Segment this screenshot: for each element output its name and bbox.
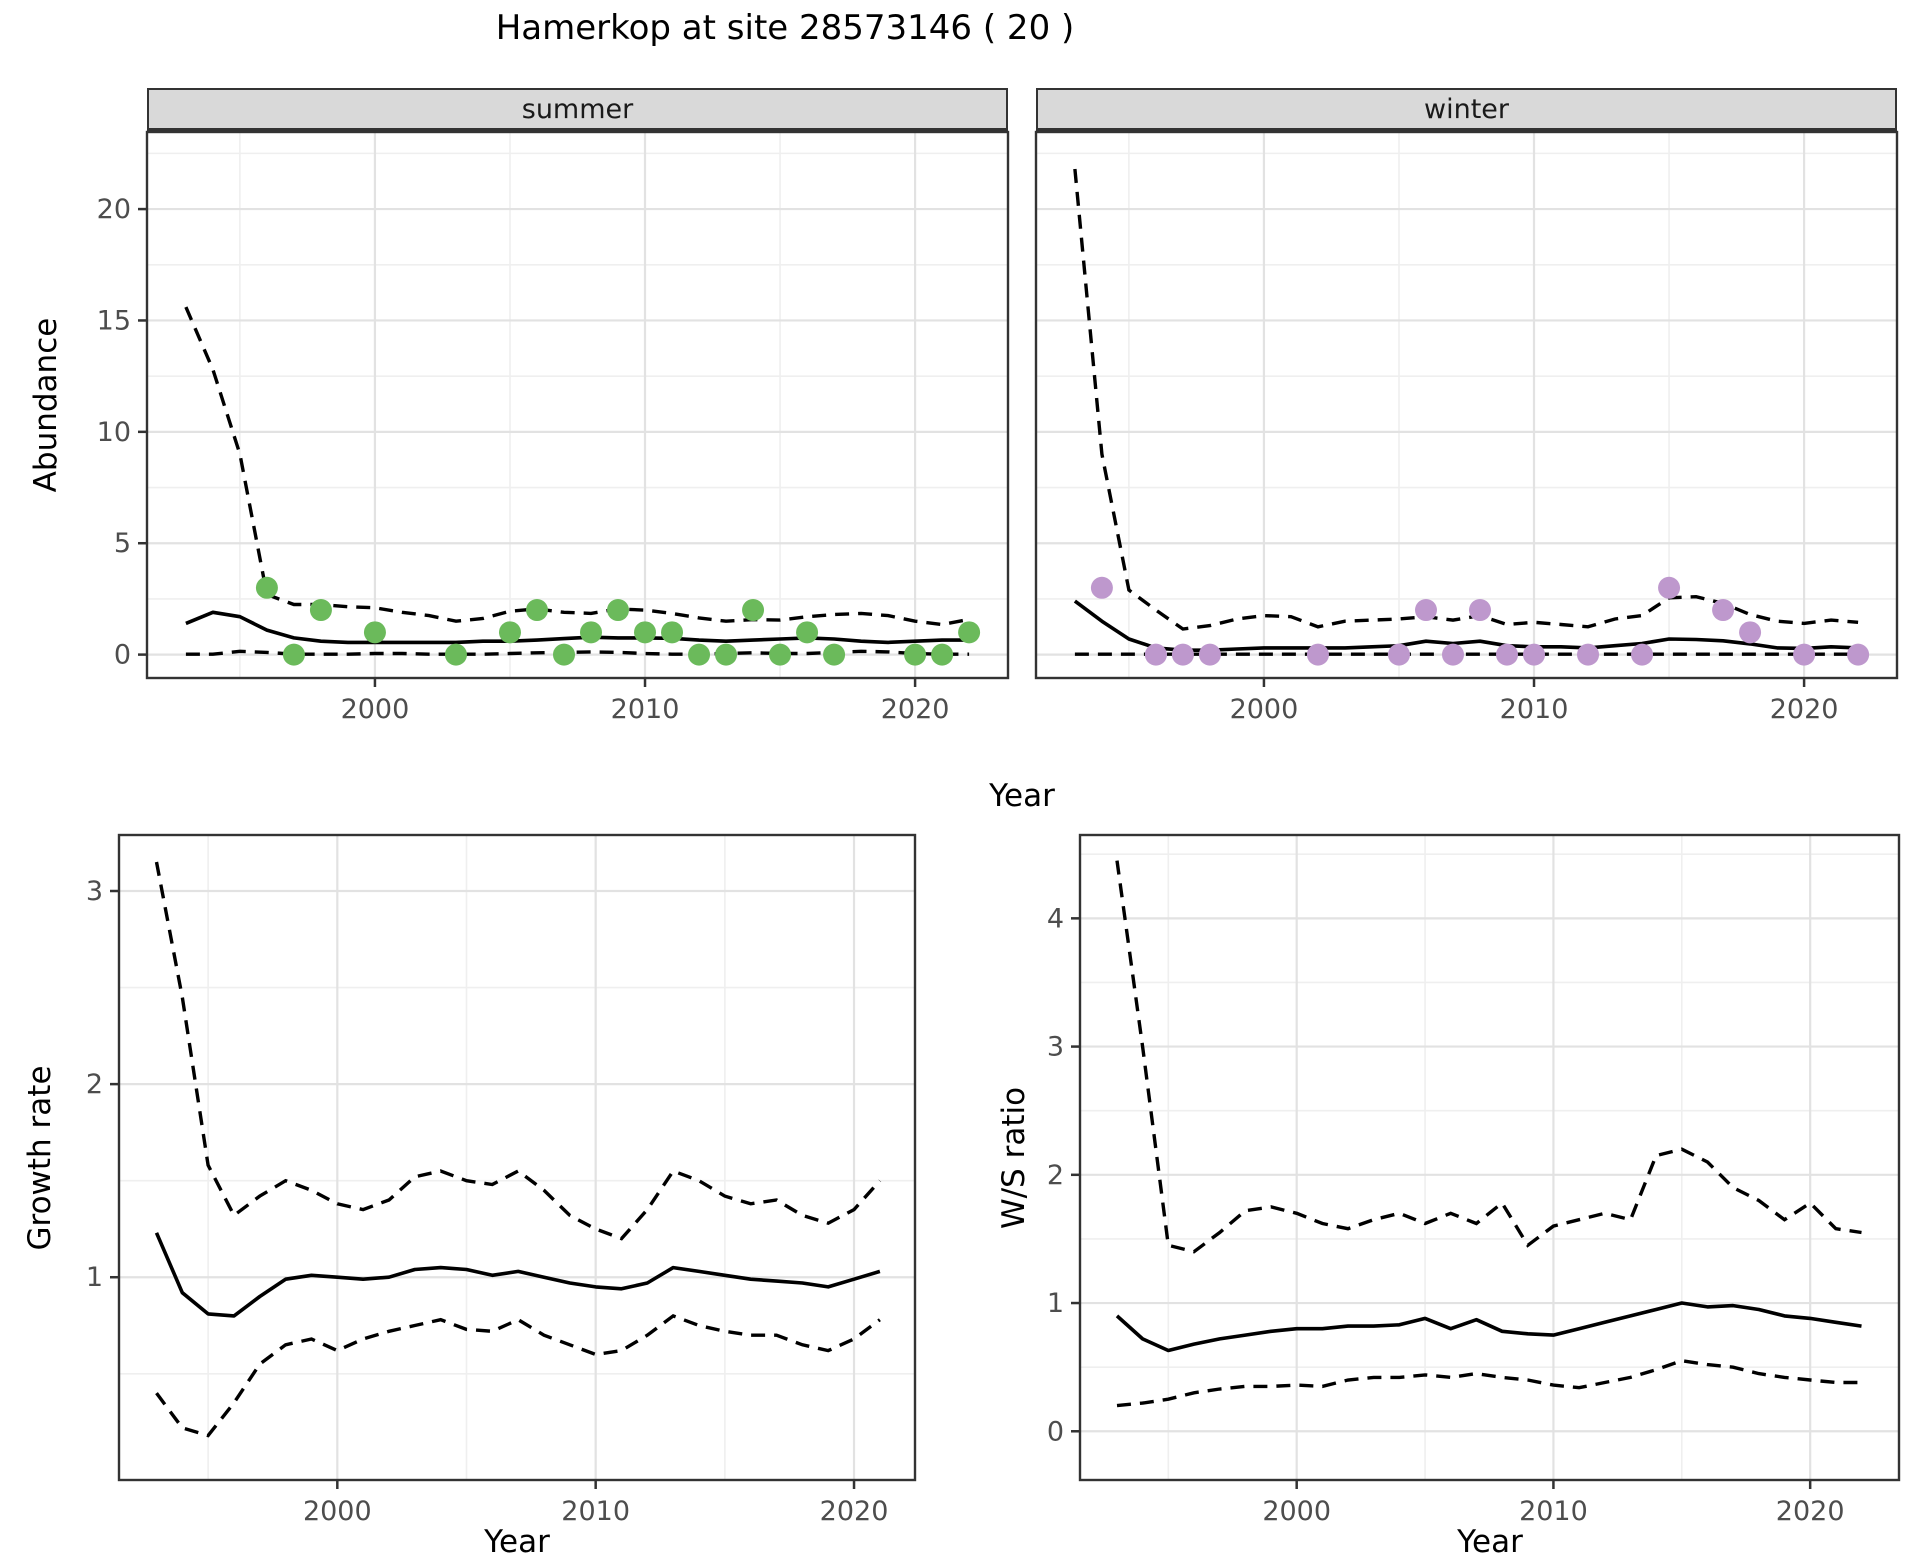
y-tick-label: 10 [97,417,131,448]
median-line [1115,1301,1862,1353]
x-tick-label: 2010 [611,694,680,725]
y-tick-label: 2 [1047,1160,1064,1191]
panel-border [1034,130,1899,680]
ci-upper-line [184,306,970,627]
observation-point [1739,621,1762,644]
observation-point [823,643,846,666]
growth_rate-panel: 2000 2010 2020 1 2 3 [86,833,917,1527]
ci-lower-line [155,1313,881,1438]
x-tick-label: 2020 [820,1496,889,1527]
x-tick-label: 2010 [561,1496,630,1527]
observation-point [634,621,657,644]
facet-strip-winter-label: winter [1424,93,1509,125]
observation-point [1171,643,1194,666]
observation-point [796,621,819,644]
observation-point [1414,599,1437,622]
ws_ratio-panel: 2000 2010 2020 0 1 2 3 4 [1047,833,1901,1527]
observation-point [1793,643,1816,666]
median-line [185,610,970,645]
panel-border [145,130,1010,680]
x-axis-title-ws-ratio: Year [1457,1524,1523,1560]
y-tick-label: 15 [97,305,131,336]
ci-lower-line [1116,1358,1862,1408]
facet-strip-summer: summer [147,88,1008,132]
y-tick-label: 1 [86,1262,103,1293]
observation-point [715,643,738,666]
observation-point [525,599,548,622]
observation-point [282,643,305,666]
y-tick-label: 0 [114,640,131,671]
x-axis-title-growth-rate: Year [484,1524,550,1560]
observation-point [661,621,684,644]
observation-point [1658,576,1681,599]
ci-upper-line [1073,168,1859,631]
observation-point [363,621,386,644]
observation-point [904,643,927,666]
x-tick-label: 2000 [1230,694,1299,725]
observation-point [580,621,603,644]
observation-point [1712,599,1735,622]
x-tick-label: 2000 [341,694,410,725]
panel-border [1078,833,1901,1482]
observation-point [255,576,278,599]
facet-strip-summer-label: summer [521,93,634,125]
median-line [1073,599,1859,652]
x-tick-label: 2020 [1776,1496,1845,1527]
abundance_winter-panel: 2000 2010 2020 [1034,130,1899,725]
observation-point [1469,599,1492,622]
panel-border [117,833,917,1482]
y-tick-label: 20 [97,194,131,225]
observation-point [1387,643,1410,666]
observation-point [688,643,711,666]
observation-point [769,643,792,666]
abundance_summer-panel: 2000 2010 2020 0 5 10 15 20 [97,130,1010,725]
observation-point [309,599,332,622]
ci-upper-line [154,861,882,1241]
y-tick-label: 3 [86,876,103,907]
observation-point [1577,643,1600,666]
y-tick-label: 2 [86,1069,103,1100]
y-tick-label: 5 [114,528,131,559]
ci-upper-line [1115,860,1862,1254]
observation-point [1847,643,1870,666]
y-tick-label: 3 [1047,1032,1064,1063]
observation-point [1441,643,1464,666]
y-tick-label: 1 [1047,1288,1064,1319]
observation-point [1090,576,1113,599]
x-tick-label: 2000 [1262,1496,1331,1527]
y-tick-label: 0 [1047,1416,1064,1447]
observation-point [931,643,954,666]
median-line [154,1232,881,1318]
observation-point [958,621,981,644]
x-tick-label: 2010 [1519,1496,1588,1527]
x-tick-label: 2010 [1500,694,1569,725]
observation-point [1306,643,1329,666]
observation-point [444,643,467,666]
observation-point [1523,643,1546,666]
x-tick-label: 2000 [303,1496,372,1527]
observation-point [1631,643,1654,666]
observation-point [607,599,630,622]
page-title: Hamerkop at site 28573146 ( 20 ) [495,8,1075,48]
observation-point [1144,643,1167,666]
x-axis-title-top: Year [989,778,1055,814]
observation-point [552,643,575,666]
x-tick-label: 2020 [1770,694,1839,725]
x-tick-label: 2020 [881,694,950,725]
observation-point [498,621,521,644]
observation-point [1496,643,1519,666]
observation-point [742,599,765,622]
facet-strip-winter: winter [1036,88,1897,132]
y-tick-label: 4 [1047,903,1064,934]
observation-point [1198,643,1221,666]
